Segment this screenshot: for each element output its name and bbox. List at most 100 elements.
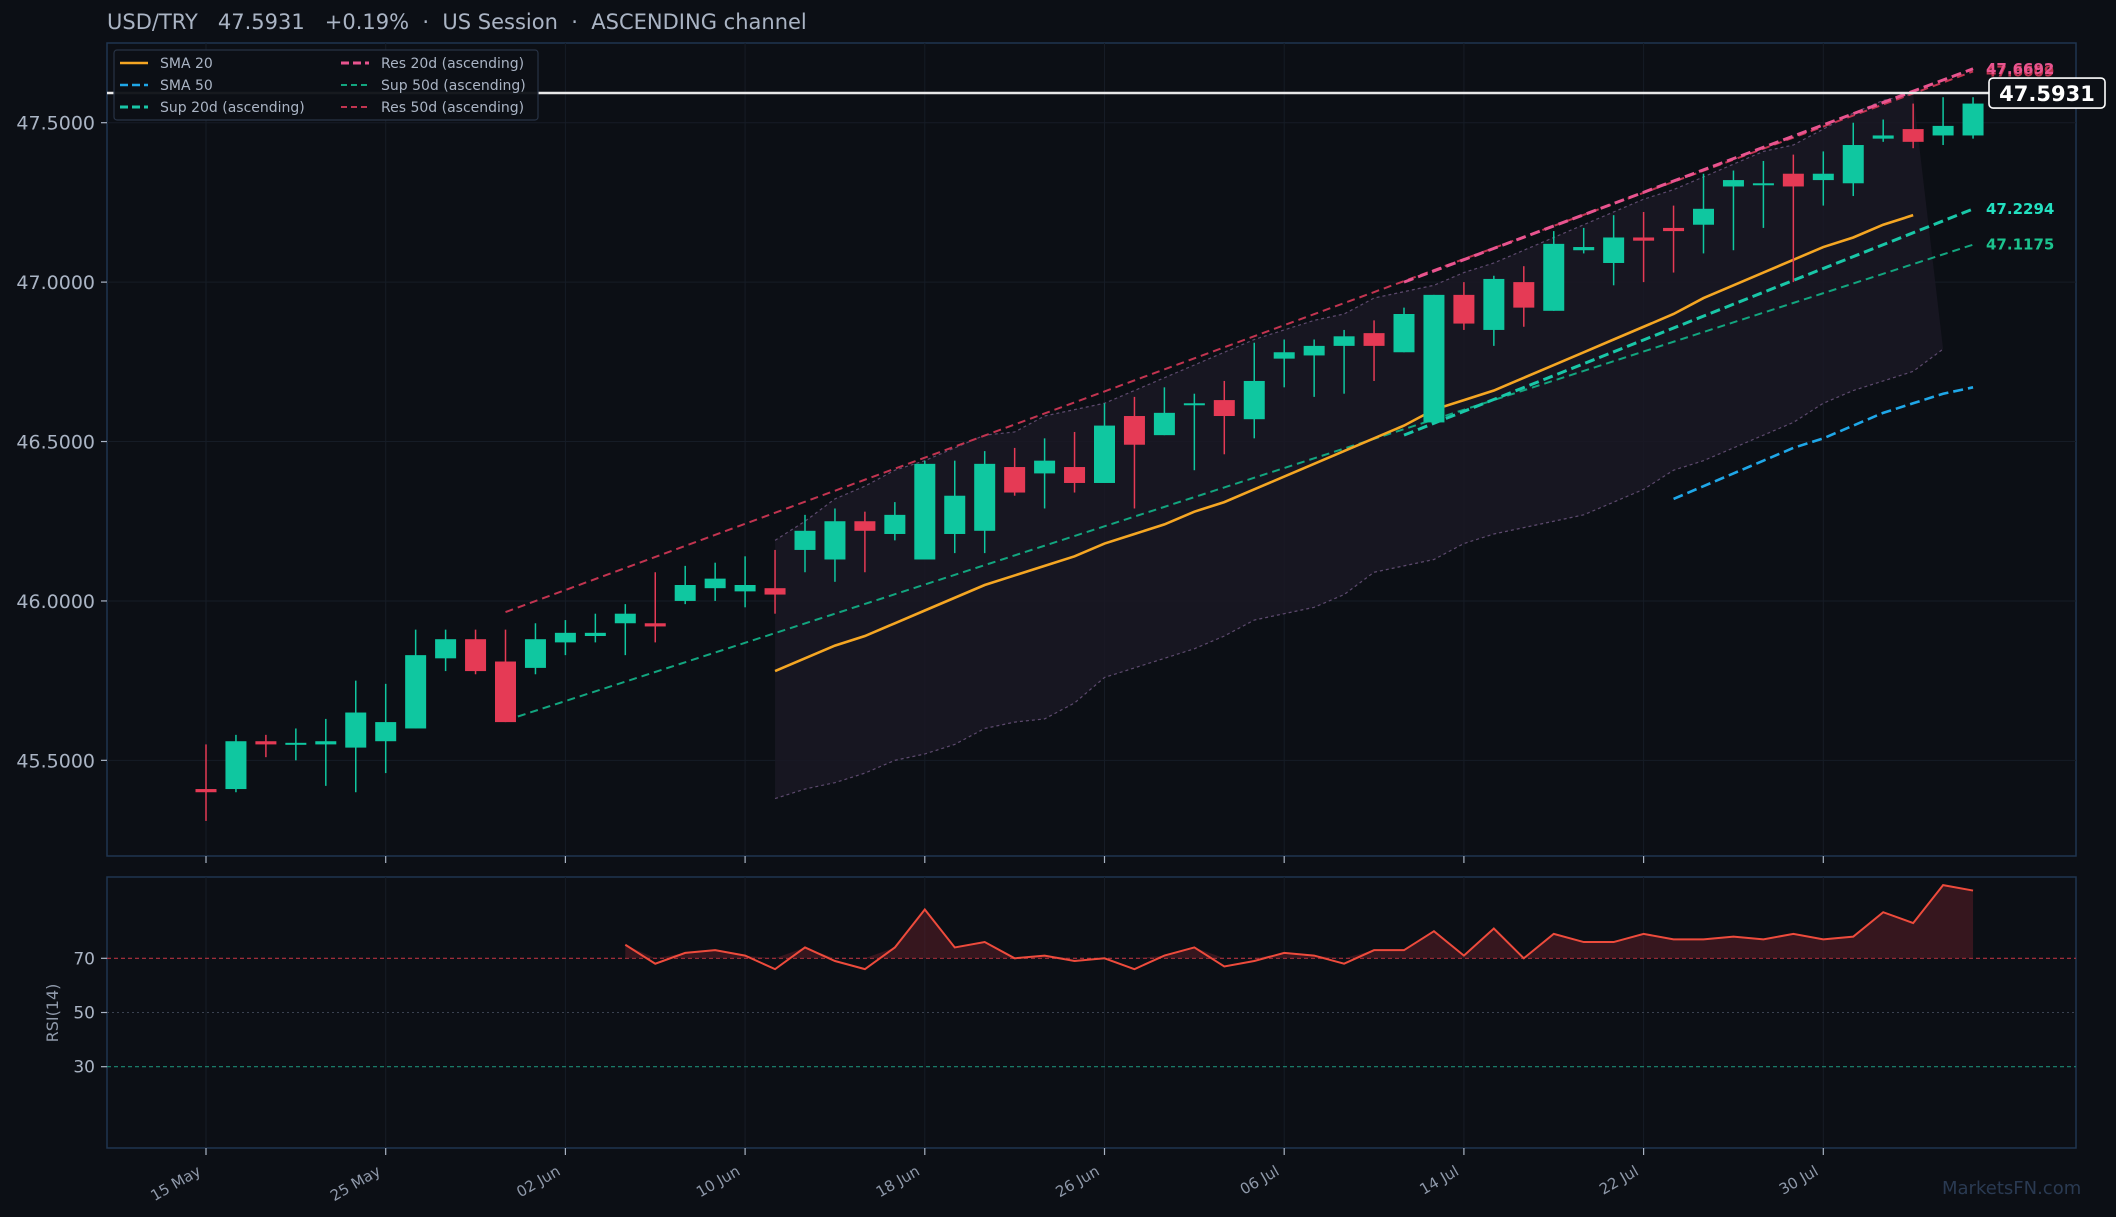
candle-body: [854, 521, 876, 531]
candle-body: [1693, 208, 1714, 225]
candle-body: [704, 578, 726, 589]
candle: [554, 620, 576, 656]
rsi-y-tick-label: 70: [73, 949, 95, 969]
candle-body: [1513, 282, 1535, 308]
candle: [1693, 173, 1714, 254]
candle: [1004, 447, 1026, 496]
candle-body: [1483, 278, 1505, 330]
legend-label: Sup 20d (ascending): [160, 100, 305, 116]
candle-body: [405, 655, 427, 729]
candle: [1872, 119, 1894, 142]
rsi-line: [624, 884, 1974, 971]
candle-body: [1363, 333, 1385, 346]
candle: [1782, 154, 1804, 283]
legend-label: SMA 50: [160, 78, 213, 94]
candle-body: [1603, 237, 1625, 263]
candle: [704, 562, 726, 601]
candle-body: [255, 741, 277, 745]
candle: [914, 460, 936, 560]
candle: [884, 502, 906, 541]
y-tick-label: 45.5000: [16, 750, 95, 772]
candle: [1423, 294, 1445, 423]
candle: [1363, 320, 1385, 381]
x-tick-label: 30 Jul: [1776, 1162, 1821, 1199]
legend-label: Res 20d (ascending): [381, 56, 524, 72]
rsi-y-tick-label: 50: [73, 1004, 95, 1024]
candle: [734, 556, 756, 608]
candle: [1183, 393, 1205, 471]
candle-body: [225, 741, 247, 790]
rsi-y-tick-label: 30: [73, 1058, 95, 1078]
legend-label: Sup 50d (ascending): [381, 78, 526, 94]
candle-body: [884, 514, 906, 534]
candle: [614, 604, 636, 656]
watermark: MarketsFN.com: [1942, 1178, 2082, 1199]
x-tick-label: 10 Jun: [693, 1162, 743, 1201]
sma20-line: [774, 213, 1914, 673]
candle: [1573, 227, 1595, 254]
candle-body: [1333, 336, 1355, 346]
candle: [1962, 97, 1984, 139]
candle-body: [435, 639, 457, 659]
candle: [1303, 339, 1325, 397]
candle-body: [584, 632, 606, 637]
candle-body: [1183, 403, 1205, 406]
candle-body: [944, 495, 966, 534]
candle-body: [674, 585, 696, 601]
price-panel-frame: [106, 42, 2077, 857]
y-tick-label: 47.0000: [16, 272, 95, 294]
candle-body: [1543, 243, 1565, 311]
candle-body: [1872, 135, 1894, 139]
candle-body: [1663, 227, 1685, 232]
rsi-overbought-fill: [625, 885, 1974, 959]
candle-body: [1722, 180, 1744, 187]
candle-body: [524, 639, 546, 668]
candle: [524, 623, 546, 675]
candle-body: [1004, 467, 1026, 493]
candle: [375, 683, 397, 774]
candle: [1243, 342, 1265, 439]
candle-body: [1303, 345, 1325, 356]
x-tick-label: 14 Jul: [1417, 1162, 1462, 1199]
candle: [435, 629, 457, 672]
candle: [405, 629, 427, 729]
candle: [465, 629, 487, 675]
candle-body: [614, 613, 636, 624]
x-tick-label: 26 Jun: [1053, 1162, 1103, 1201]
candle-body: [794, 530, 816, 550]
candle: [1034, 438, 1056, 509]
candle-body: [1393, 314, 1415, 353]
candle-body: [1752, 183, 1774, 186]
candle: [644, 572, 666, 643]
rsi-axis-label: RSI(14): [43, 984, 62, 1043]
candle-body: [495, 661, 516, 723]
candle: [824, 508, 846, 582]
candle: [1842, 122, 1864, 197]
candle: [794, 514, 816, 573]
x-tick-label: 15 May: [147, 1162, 204, 1205]
candle: [195, 744, 217, 821]
candle: [255, 734, 277, 758]
candle: [315, 718, 337, 786]
candle: [974, 451, 996, 554]
candle: [1064, 431, 1086, 493]
candle-body: [345, 712, 367, 748]
candle: [1213, 380, 1235, 455]
channel-line: [505, 243, 1974, 722]
candle: [764, 549, 786, 614]
candle: [1094, 403, 1115, 483]
sup20-label: 47.2294: [1986, 200, 2054, 218]
candle-body: [1842, 145, 1864, 184]
candle: [1333, 329, 1355, 394]
x-tick-label: 02 Jun: [513, 1162, 563, 1201]
band-fill: [775, 94, 1944, 799]
candle-body: [1812, 173, 1834, 181]
candle: [1393, 307, 1415, 353]
candle-body: [315, 741, 337, 745]
candle-body: [285, 742, 307, 745]
candle: [1513, 266, 1535, 327]
candle-body: [554, 632, 576, 643]
legend-label: Res 50d (ascending): [381, 100, 524, 116]
channel-line: [1403, 67, 1974, 284]
